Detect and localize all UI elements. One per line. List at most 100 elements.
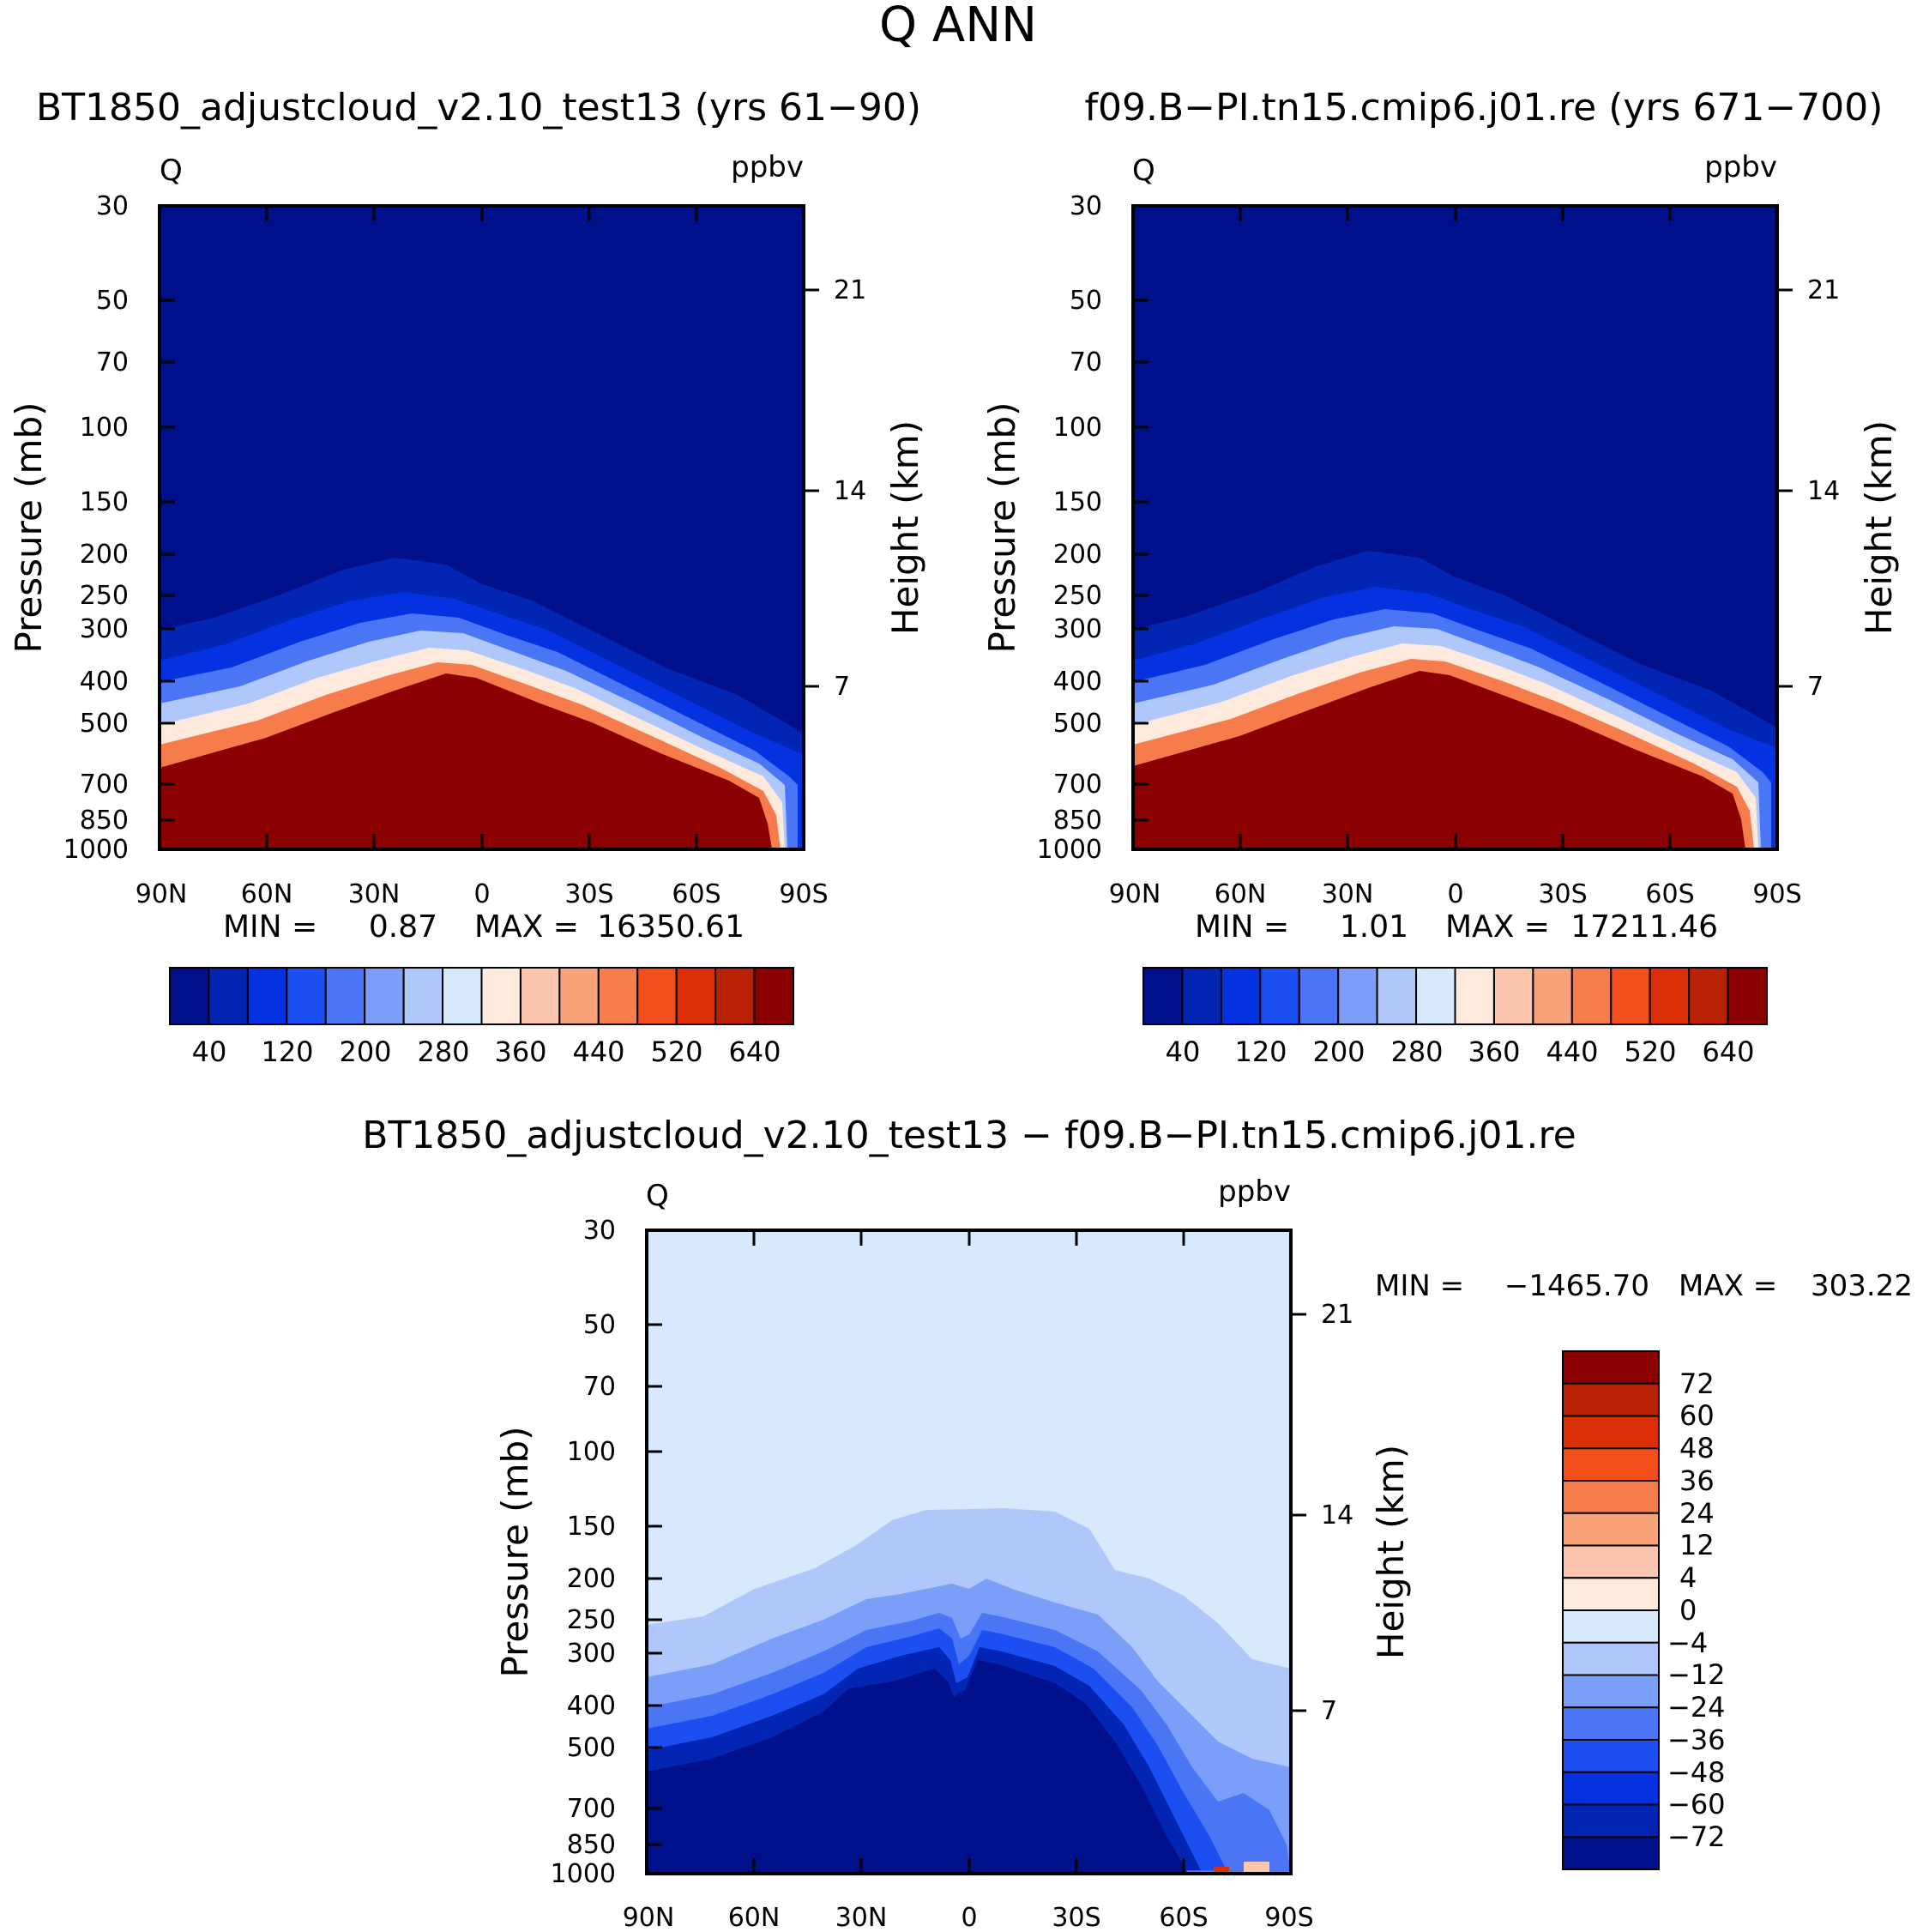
max-label: MAX = [1679,1269,1777,1303]
colorbar-labels: 40 120 200 280 360 440 520 640 [192,1035,781,1068]
x-tick-label: 0 [473,879,490,909]
x-tick-label: 90S [779,879,828,909]
y2-axis: 21 14 7 [1291,1300,1353,1726]
colorbar-label: 520 [650,1035,702,1068]
colorbar-swatch [480,967,521,1025]
y2-tick-label: 7 [834,672,850,702]
colorbar-swatch [1532,967,1573,1025]
y-tick-label: 150 [567,1512,616,1542]
x-tick-label: 30N [1322,879,1374,909]
colorbar-swatches [169,967,794,1025]
colorbar: 72 60 48 36 24 12 4 0 −4 −12 −24 −36 −48… [1562,1350,1726,1870]
min-max: MIN = −1465.70 MAX = 303.22 [1375,1269,1913,1303]
y2-tick-label: 14 [1807,476,1840,506]
var-label: Q [646,1179,669,1213]
y-tick-label: 500 [567,1733,616,1763]
x-tick-label: 90N [1109,879,1161,909]
x-tick-label: 30S [564,879,613,909]
x-tick-label: 0 [961,1903,977,1932]
colorbar-label: 280 [417,1035,469,1068]
var-label: Q [1132,154,1155,188]
colorbar-label: 120 [1234,1035,1287,1068]
y-tick-label: 850 [567,1830,616,1860]
x-tick-label: 30N [835,1903,888,1932]
panel-test: BT1850_adjustcloud_v2.10_test13 (yrs 61−… [8,86,926,1068]
colorbar-swatch [1181,967,1222,1025]
colorbar-swatch [1376,967,1418,1025]
colorbar-swatch [1562,1771,1660,1806]
y-tick-label: 700 [1053,770,1102,800]
colorbar: 40 120 200 280 360 440 520 640 [169,967,794,1068]
y-tick-label: 200 [1053,540,1102,570]
colorbar-swatch [1562,1609,1660,1644]
x-tick-label: 0 [1447,879,1463,909]
y-tick-label: 850 [1053,806,1102,836]
colorbar-label: 72 [1679,1367,1715,1400]
colorbar-swatch [1649,967,1691,1025]
colorbar-swatch [1562,1447,1660,1482]
y-tick-label: 300 [80,614,129,644]
max-label: MAX = [1445,909,1550,945]
colorbar-label: 0 [1679,1594,1697,1627]
y2-tick-label: 14 [1321,1500,1353,1531]
y-tick-label: 100 [567,1437,616,1467]
y-tick-label: 50 [1070,286,1102,316]
colorbar-swatch [246,967,288,1025]
x-tick-label: 90S [1752,879,1801,909]
colorbar-swatch [714,967,756,1025]
colorbar-label: 36 [1679,1464,1715,1497]
x-tick-label: 60S [1159,1903,1208,1932]
colorbar-swatch [1454,967,1495,1025]
y-tick-label: 70 [96,347,129,377]
panel-title: f09.B−PI.tn15.cmip6.j01.re (yrs 671−700) [1085,86,1884,130]
colorbar-swatch [1298,967,1340,1025]
y-axis: 30 50 70 100 150 200 250 300 400 500 700… [63,191,175,865]
y-tick-label: 1000 [1037,835,1102,865]
colorbar-label: −60 [1667,1788,1726,1820]
colorbar-labels: 40 120 200 280 360 440 520 640 [1166,1035,1755,1068]
y2-axis-label: Height (km) [1858,420,1900,635]
colorbar-swatch [442,967,483,1025]
colorbar: 40 120 200 280 360 440 520 640 [1142,967,1769,1068]
colorbar-label: −36 [1667,1724,1726,1756]
main-title: Q ANN [879,0,1037,53]
x-axis: 90N 60N 30N 0 30S 60S 90S [1109,206,1802,909]
colorbar-swatch [1727,967,1769,1025]
y2-axis: 21 14 7 [804,275,866,702]
y-tick-label: 70 [1070,347,1102,377]
colorbar-label: 280 [1390,1035,1443,1068]
colorbar-label: 60 [1679,1399,1715,1432]
y2-tick-label: 7 [1321,1696,1337,1726]
panel-title: BT1850_adjustcloud_v2.10_test13 − f09.B−… [362,1114,1576,1157]
colorbar-label: 440 [572,1035,624,1068]
y-tick-label: 100 [80,413,129,443]
colorbar-label: 12 [1679,1529,1715,1561]
colorbar-label: 360 [1468,1035,1520,1068]
panel-control: f09.B−PI.tn15.cmip6.j01.re (yrs 671−700)… [981,86,1900,1068]
x-tick-label: 30S [1052,1903,1100,1932]
x-tick-label: 60S [672,879,720,909]
colorbar-swatches [1562,1350,1660,1870]
x-tick-label: 60S [1645,879,1694,909]
colorbar-swatch [208,967,249,1025]
colorbar-label: 120 [261,1035,313,1068]
var-label: Q [160,154,183,188]
y-tick-label: 850 [80,806,129,836]
contour-band-7 [160,673,772,849]
x-tick-label: 60N [1215,879,1267,909]
x-tick-label: 60N [728,1903,781,1932]
colorbar-swatch [519,967,561,1025]
colorbar-swatch [1562,1480,1660,1514]
colorbar-label: 24 [1679,1497,1715,1530]
y-tick-label: 300 [1053,614,1102,644]
colorbar-label: 640 [728,1035,781,1068]
units-label: ppbv [1704,150,1777,184]
y-tick-label: 300 [567,1639,616,1669]
y-axis-label: Pressure (mb) [8,401,50,653]
y2-axis-label: Height (km) [1370,1445,1412,1659]
min-max: MIN = 0.87 MAX = 16350.61 [223,909,744,945]
colorbar-label: −48 [1667,1756,1726,1789]
y-tick-label: 50 [583,1310,616,1340]
colorbar-swatch [1562,1706,1660,1741]
